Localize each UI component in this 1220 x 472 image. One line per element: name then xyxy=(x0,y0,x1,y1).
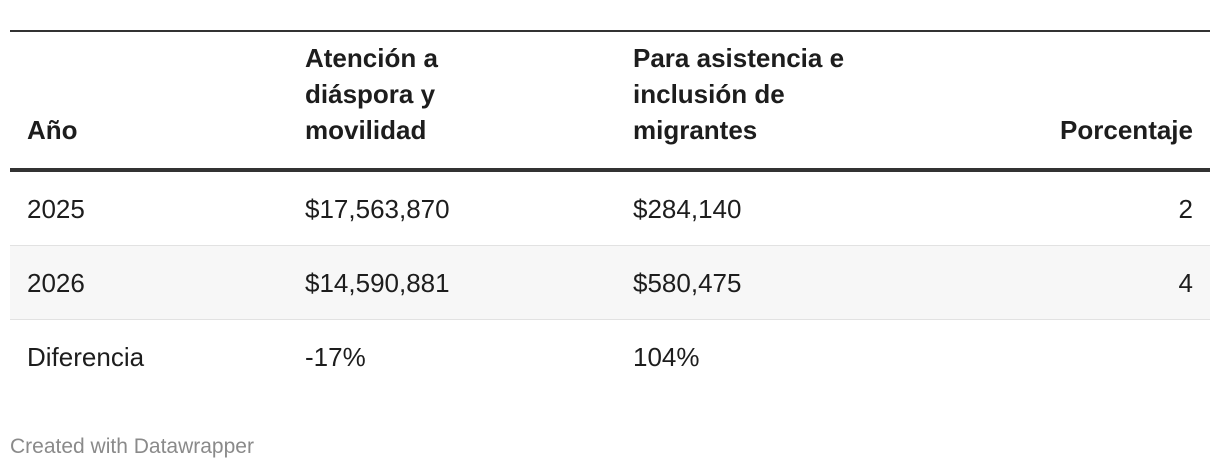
table-row: Diferencia -17% 104% xyxy=(10,320,1210,394)
header-year: Año xyxy=(10,112,288,148)
datawrapper-credit[interactable]: Created with Datawrapper xyxy=(10,435,254,458)
cell-col-b: $284,140 xyxy=(633,193,742,224)
cell-col-b: 104% xyxy=(633,342,700,372)
cell-pct: 2 xyxy=(1178,193,1193,224)
header-pct: Porcentaje xyxy=(966,112,1210,148)
cell-year: 2026 xyxy=(27,267,85,298)
header-col-a: Atención a diáspora y movilidad xyxy=(288,40,616,148)
cell-year: 2025 xyxy=(27,193,85,224)
table-top-rule xyxy=(10,30,1210,32)
header-year-label: Año xyxy=(27,115,78,145)
cell-year: Diferencia xyxy=(27,342,145,372)
cell-col-b: $580,475 xyxy=(633,267,742,298)
cell-col-a: $17,563,870 xyxy=(305,193,450,224)
cell-col-a: $14,590,881 xyxy=(305,267,450,298)
header-pct-label: Porcentaje xyxy=(1060,115,1193,145)
table-header-row: Año Atención a diáspora y movilidad Para… xyxy=(10,32,1210,172)
header-col-b-label: Para asistencia e inclusión de migrantes xyxy=(633,43,845,145)
data-table: Año Atención a diáspora y movilidad Para… xyxy=(10,30,1210,394)
header-col-a-label: Atención a diáspora y movilidad xyxy=(305,43,438,145)
table-row: 2026 $14,590,881 $580,475 4 xyxy=(10,246,1210,320)
table-row: 2025 $17,563,870 $284,140 2 xyxy=(10,172,1210,246)
cell-col-a: -17% xyxy=(305,342,366,372)
cell-pct: 4 xyxy=(1178,267,1193,298)
header-col-b: Para asistencia e inclusión de migrantes xyxy=(616,40,966,148)
